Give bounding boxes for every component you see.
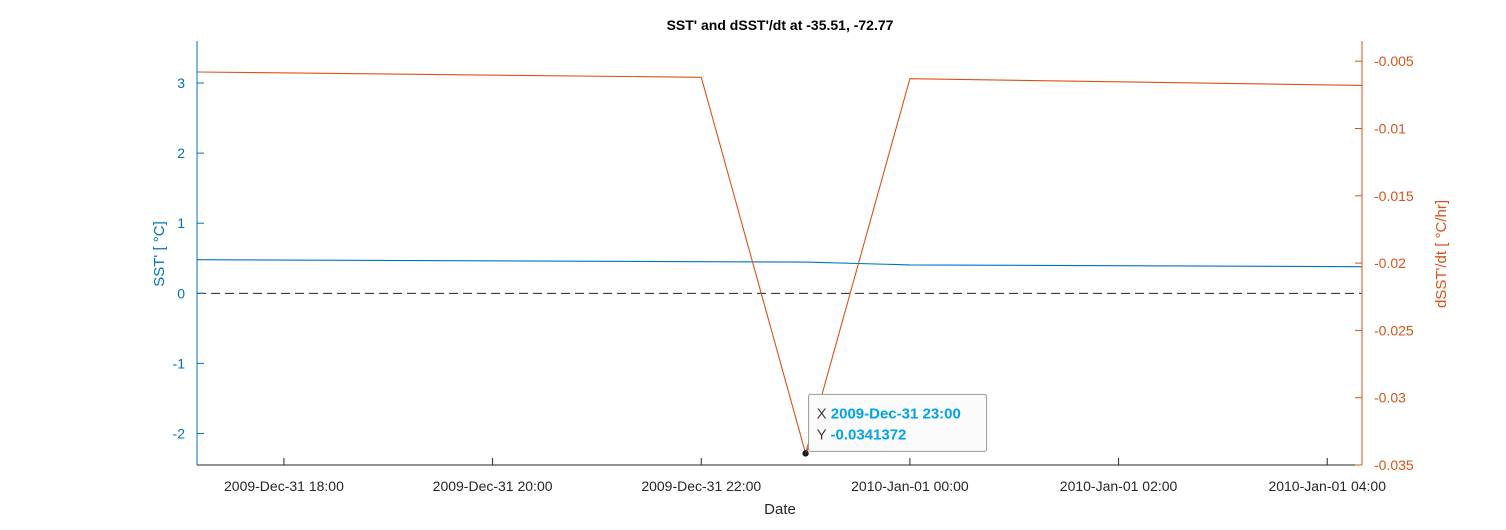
y-left-tick-label: 1 xyxy=(177,215,185,231)
y-left-tick-label: -2 xyxy=(173,425,186,441)
x-axis-label: Date xyxy=(764,501,796,518)
chart-title: SST' and dSST'/dt at -35.51, -72.77 xyxy=(667,17,894,33)
x-tick-label: 2009-Dec-31 18:00 xyxy=(224,478,344,494)
x-tick-label: 2009-Dec-31 20:00 xyxy=(433,478,553,494)
dsst-dt-line xyxy=(196,71,1363,456)
y-right-tick-label: -0.015 xyxy=(1374,188,1414,204)
x-tick-label: 2010-Jan-01 04:00 xyxy=(1268,478,1386,494)
datatip-x-label: X xyxy=(817,405,831,422)
datatip-box xyxy=(808,393,988,452)
x-tick-label: 2010-Jan-01 02:00 xyxy=(1060,478,1178,494)
y-right-tick-label: -0.01 xyxy=(1374,120,1406,136)
sst-anomaly-line xyxy=(196,259,1363,268)
x-tick-label: 2010-Jan-01 00:00 xyxy=(851,478,969,494)
y-left-tick-label: 2 xyxy=(177,145,185,161)
y-right-tick-label: -0.02 xyxy=(1374,255,1406,271)
x-tick-label: 2009-Dec-31 22:00 xyxy=(641,478,761,494)
y-axis-label-right: dSST'/dt [ °C/hr] xyxy=(1433,200,1450,308)
y-right-tick-label: -0.035 xyxy=(1374,457,1414,473)
y-left-tick-label: -1 xyxy=(173,355,186,371)
datatip-x-row: X 2009-Dec-31 23:00 xyxy=(817,405,961,422)
y-right-tick-label: -0.025 xyxy=(1374,322,1414,338)
datatip-x-value: 2009-Dec-31 23:00 xyxy=(831,405,961,422)
datatip-y-label: Y xyxy=(817,426,831,443)
y-axis-label-left: SST' [ °C] xyxy=(151,221,168,287)
y-right-tick-label: -0.005 xyxy=(1374,53,1414,69)
datatip-y-value: -0.0341372 xyxy=(830,426,906,443)
datatip[interactable]: X 2009-Dec-31 23:00Y -0.0341372 xyxy=(802,393,988,457)
y-left-tick-label: 3 xyxy=(177,75,185,91)
y-left-tick-label: 0 xyxy=(177,285,185,301)
y-right-tick-label: -0.03 xyxy=(1374,390,1406,406)
datatip-y-row: Y -0.0341372 xyxy=(817,426,907,443)
